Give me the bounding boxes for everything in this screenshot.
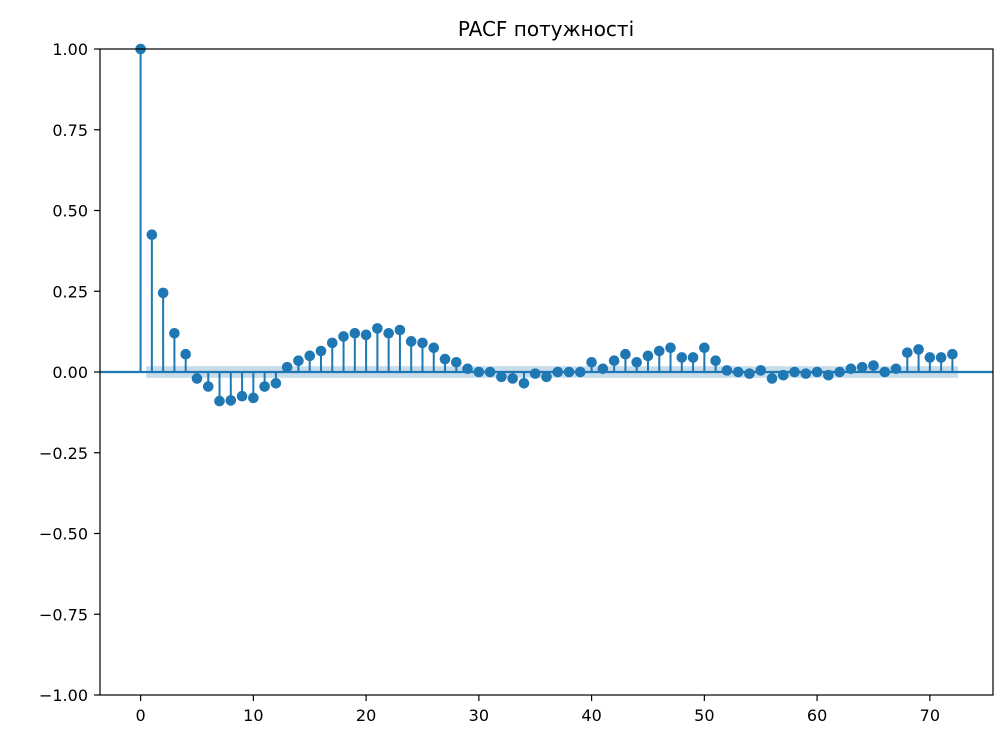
y-tick-label-7: 0.75 (52, 121, 88, 140)
marker-39 (575, 366, 586, 378)
marker-16 (315, 345, 327, 357)
y-tick-label-3: −0.25 (39, 444, 88, 463)
x-tick-label-20: 20 (356, 706, 376, 725)
marker-21 (372, 323, 383, 334)
marker-7 (214, 395, 225, 407)
marker-18 (338, 331, 349, 342)
y-tick-label-0: −1.00 (39, 686, 88, 705)
y-tick-label-1: −0.75 (39, 605, 88, 624)
marker-65 (868, 360, 879, 371)
y-tick-label-2: −0.50 (39, 525, 88, 544)
marker-24 (405, 336, 417, 347)
y-tick-label-5: 0.25 (52, 282, 88, 301)
marker-66 (879, 366, 891, 378)
x-tick-label-10: 10 (243, 706, 263, 725)
x-tick-layer: 0 10 20 30 40 50 60 70 (135, 695, 940, 725)
marker-25 (417, 337, 428, 349)
marker-28 (450, 357, 462, 368)
marker-37 (552, 366, 564, 378)
marker-20 (360, 329, 372, 341)
marker-47 (665, 342, 676, 354)
marker-38 (563, 366, 575, 378)
marker-34 (518, 378, 530, 389)
marker-60 (811, 366, 823, 378)
marker-27 (439, 353, 451, 365)
marker-8 (225, 395, 237, 406)
marker-10 (248, 392, 259, 404)
stem-layer (139, 49, 954, 402)
marker-11 (259, 381, 270, 392)
marker-58 (789, 366, 800, 378)
marker-35 (529, 368, 541, 379)
marker-29 (462, 363, 473, 375)
marker-15 (304, 350, 316, 362)
x-tick-label-40: 40 (581, 706, 601, 725)
marker-54 (744, 368, 755, 379)
marker-33 (507, 373, 518, 384)
marker-17 (326, 337, 338, 349)
marker-67 (890, 363, 902, 375)
marker-64 (856, 361, 868, 373)
marker-32 (496, 371, 507, 383)
marker-59 (800, 368, 812, 379)
x-tick-label-30: 30 (469, 706, 489, 725)
marker-49 (687, 352, 699, 363)
marker-57 (777, 369, 789, 381)
marker-44 (631, 357, 643, 368)
marker-40 (586, 357, 597, 368)
y-tick-label-6: 0.50 (52, 202, 88, 221)
x-tick-label-60: 60 (807, 706, 827, 725)
marker-41 (597, 363, 609, 375)
marker-53 (732, 366, 744, 378)
marker-48 (676, 352, 688, 363)
marker-14 (293, 355, 304, 366)
marker-1 (146, 229, 158, 241)
marker-72 (947, 348, 958, 360)
marker-2 (157, 287, 169, 299)
marker-56 (766, 373, 778, 384)
marker-9 (236, 390, 248, 402)
marker-43 (620, 348, 631, 360)
chart-title: PACF потужності (458, 17, 634, 41)
marker-69 (913, 344, 924, 355)
marker-layer (135, 43, 958, 407)
marker-3 (169, 327, 180, 339)
marker-50 (699, 342, 710, 354)
marker-52 (721, 365, 733, 376)
x-tick-label-70: 70 (920, 706, 940, 725)
marker-4 (180, 348, 191, 360)
marker-22 (383, 327, 394, 339)
marker-51 (710, 355, 721, 366)
marker-62 (834, 366, 845, 378)
marker-36 (541, 371, 552, 383)
marker-71 (935, 352, 947, 363)
marker-6 (202, 381, 214, 392)
marker-30 (473, 366, 485, 378)
marker-26 (428, 342, 440, 354)
y-tick-label-4: 0.00 (52, 363, 88, 382)
marker-12 (270, 378, 282, 389)
marker-46 (653, 345, 665, 357)
marker-31 (484, 366, 496, 378)
y-tick-layer: −1.00 −0.75 −0.50 −0.25 0.00 0.25 0.50 0.75 1.00 (39, 40, 100, 705)
marker-55 (755, 365, 767, 376)
marker-70 (924, 352, 936, 363)
marker-5 (191, 373, 203, 384)
x-tick-label-0: 0 (135, 706, 145, 725)
marker-63 (845, 363, 857, 375)
x-tick-label-50: 50 (694, 706, 714, 725)
marker-61 (823, 369, 834, 381)
marker-68 (902, 347, 913, 358)
marker-13 (281, 361, 293, 373)
y-tick-label-8: 1.00 (52, 40, 88, 59)
marker-42 (608, 355, 620, 366)
marker-19 (349, 327, 361, 339)
marker-45 (642, 350, 654, 362)
marker-23 (394, 324, 406, 336)
